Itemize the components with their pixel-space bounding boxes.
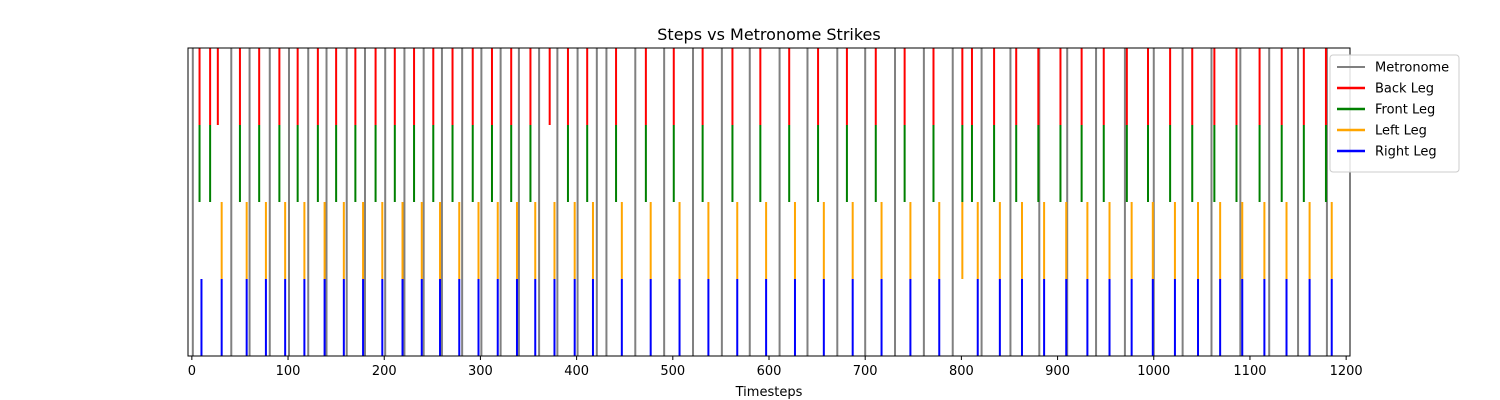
x-tick-label-700: 700 — [853, 364, 878, 379]
x-tick-label-400: 400 — [564, 364, 589, 379]
legend-item-left-leg: Left Leg — [1337, 124, 1427, 139]
x-tick-label-1200: 1200 — [1330, 364, 1363, 379]
x-tick-label-300: 300 — [468, 364, 493, 379]
plot-area — [187, 47, 1351, 357]
x-tick-label-600: 600 — [757, 364, 782, 379]
legend-item-metronome: Metronome — [1337, 61, 1449, 76]
legend-label-back-leg: Back Leg — [1375, 82, 1434, 97]
legend-label-metronome: Metronome — [1375, 61, 1449, 76]
x-tick-label-0: 0 — [188, 364, 196, 379]
legend-label-left-leg: Left Leg — [1375, 124, 1427, 139]
x-tick-label-900: 900 — [1045, 364, 1070, 379]
x-tick-label-1000: 1000 — [1137, 364, 1170, 379]
legend-item-front-leg: Front Leg — [1337, 103, 1435, 118]
legend: Metronome Back Leg Front Leg Left Leg Right … — [1329, 54, 1460, 173]
legend-label-front-leg: Front Leg — [1375, 103, 1435, 118]
legend-box — [1329, 54, 1460, 173]
x-tick-label-200: 200 — [372, 364, 397, 379]
event-lines — [191, 48, 1333, 356]
x-tick-label-100: 100 — [276, 364, 301, 379]
series-back-leg — [198, 48, 1327, 125]
series-front-leg — [198, 125, 1327, 202]
legend-label-right-leg: Right Leg — [1375, 145, 1437, 160]
x-axis-label: Timesteps — [735, 385, 803, 400]
series-right-leg — [200, 279, 1333, 356]
series-left-leg — [220, 202, 1333, 279]
legend-item-right-leg: Right Leg — [1337, 145, 1437, 160]
x-tick-label-800: 800 — [949, 364, 974, 379]
x-tick-label-1100: 1100 — [1233, 364, 1266, 379]
legend-item-back-leg: Back Leg — [1337, 82, 1434, 97]
x-tick-label-500: 500 — [660, 364, 685, 379]
chart-title: Steps vs Metronome Strikes — [657, 25, 880, 44]
x-axis: 0 100 200 300 400 500 600 700 800 900 1000 1100 1200 — [188, 356, 1363, 379]
